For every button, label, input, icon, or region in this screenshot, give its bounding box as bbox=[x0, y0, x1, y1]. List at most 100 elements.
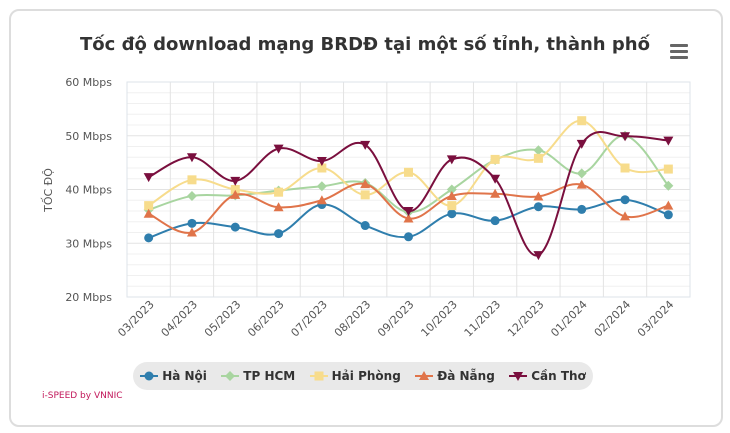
data-point[interactable] bbox=[620, 195, 630, 205]
data-point[interactable] bbox=[360, 221, 370, 231]
y-tick-label: 50 Mbps bbox=[65, 130, 112, 143]
data-point[interactable] bbox=[446, 190, 457, 200]
data-point[interactable] bbox=[404, 167, 413, 177]
legend-marker-icon bbox=[221, 371, 240, 381]
data-point[interactable] bbox=[577, 204, 587, 214]
x-tick-label: 02/2024 bbox=[592, 298, 634, 340]
data-point[interactable] bbox=[316, 157, 327, 167]
data-point[interactable] bbox=[663, 210, 673, 220]
data-point[interactable] bbox=[274, 187, 284, 197]
data-point[interactable] bbox=[316, 195, 327, 205]
data-point[interactable] bbox=[620, 163, 630, 173]
data-point[interactable] bbox=[186, 153, 197, 163]
data-point[interactable] bbox=[403, 207, 414, 216]
data-point[interactable] bbox=[143, 173, 154, 183]
y-axis-title: TỐC ĐỘ bbox=[41, 168, 55, 213]
legend: Hà Nội TP HCM Hải Phòng Đà Nẵng Cần Thơ bbox=[133, 362, 593, 390]
legend-marker-icon bbox=[140, 371, 159, 381]
data-point[interactable] bbox=[533, 191, 544, 201]
data-point[interactable] bbox=[446, 155, 457, 165]
data-point[interactable] bbox=[446, 184, 457, 195]
series-2 bbox=[144, 116, 673, 211]
data-point[interactable] bbox=[144, 233, 154, 243]
legend-label: TP HCM bbox=[243, 369, 296, 383]
legend-item[interactable]: Hà Nội bbox=[140, 369, 207, 383]
data-point[interactable] bbox=[186, 190, 197, 201]
series-line bbox=[148, 131, 669, 257]
data-point[interactable] bbox=[360, 140, 371, 150]
chart-title: Tốc độ download mạng BRDĐ tại một số tỉn… bbox=[80, 34, 650, 55]
x-tick-label: 08/2023 bbox=[332, 298, 374, 340]
legend-label: Cần Thơ bbox=[531, 369, 586, 383]
data-point[interactable] bbox=[533, 153, 543, 163]
x-tick-label: 03/2023 bbox=[115, 298, 157, 340]
data-point[interactable] bbox=[360, 179, 371, 189]
x-tick-label: 09/2023 bbox=[375, 298, 417, 340]
x-tick-label: 07/2023 bbox=[288, 298, 330, 340]
data-point[interactable] bbox=[576, 168, 587, 179]
legend-item[interactable]: TP HCM bbox=[221, 369, 295, 383]
plot-border bbox=[126, 81, 691, 298]
data-point[interactable] bbox=[577, 116, 587, 126]
x-tick-label: 10/2023 bbox=[418, 298, 460, 340]
x-tick-label: 01/2024 bbox=[548, 298, 590, 340]
data-point[interactable] bbox=[620, 211, 631, 221]
menu-icon[interactable] bbox=[670, 44, 688, 62]
legend-item[interactable]: Đà Nẵng bbox=[415, 369, 495, 383]
legend-item[interactable]: Cần Thơ bbox=[509, 369, 586, 383]
data-point[interactable] bbox=[230, 176, 241, 186]
data-point[interactable] bbox=[403, 213, 414, 223]
data-point[interactable] bbox=[317, 163, 327, 173]
series-4 bbox=[143, 131, 674, 261]
legend-marker-icon bbox=[509, 372, 528, 381]
data-point[interactable] bbox=[404, 232, 413, 242]
data-point[interactable] bbox=[490, 154, 500, 164]
data-point[interactable] bbox=[490, 174, 501, 184]
data-point[interactable] bbox=[186, 227, 197, 237]
legend-item[interactable]: Hải Phòng bbox=[309, 369, 401, 383]
data-point[interactable] bbox=[144, 201, 154, 211]
data-point[interactable] bbox=[230, 185, 240, 194]
data-point[interactable] bbox=[230, 222, 240, 232]
data-point[interactable] bbox=[533, 251, 544, 261]
data-point[interactable] bbox=[273, 202, 284, 212]
data-point[interactable] bbox=[274, 229, 284, 239]
x-tick-label: 03/2024 bbox=[635, 298, 677, 340]
data-point[interactable] bbox=[187, 218, 197, 228]
series-line bbox=[148, 119, 669, 207]
data-point[interactable] bbox=[490, 188, 501, 198]
x-tick-label: 05/2023 bbox=[202, 298, 244, 340]
data-point[interactable] bbox=[230, 189, 241, 199]
legend-label: Hải Phòng bbox=[331, 369, 401, 383]
data-point[interactable] bbox=[663, 164, 673, 174]
x-tick-label: 06/2023 bbox=[245, 298, 287, 340]
legend-label: Đà Nẵng bbox=[437, 369, 495, 383]
y-tick-label: 20 Mbps bbox=[65, 291, 112, 304]
data-point[interactable] bbox=[447, 209, 457, 219]
y-tick-label: 30 Mbps bbox=[65, 237, 112, 250]
data-point[interactable] bbox=[316, 181, 327, 192]
data-point[interactable] bbox=[620, 132, 631, 142]
data-point[interactable] bbox=[576, 139, 587, 149]
x-tick-label: 11/2023 bbox=[462, 298, 504, 340]
data-point[interactable] bbox=[576, 179, 587, 189]
x-tick-label: 04/2023 bbox=[159, 298, 201, 340]
data-point[interactable] bbox=[663, 136, 674, 146]
data-point[interactable] bbox=[360, 190, 370, 200]
data-point[interactable] bbox=[663, 180, 674, 191]
data-point[interactable] bbox=[187, 175, 197, 185]
chart-card bbox=[9, 9, 723, 427]
data-point[interactable] bbox=[273, 144, 284, 154]
legend-marker-icon bbox=[415, 371, 434, 380]
series-3 bbox=[143, 179, 674, 237]
data-point[interactable] bbox=[143, 208, 154, 218]
data-point[interactable] bbox=[663, 200, 674, 210]
legend-label: Hà Nội bbox=[162, 369, 207, 383]
data-point[interactable] bbox=[447, 201, 457, 211]
y-tick-label: 60 Mbps bbox=[65, 76, 112, 89]
data-point[interactable] bbox=[533, 202, 543, 212]
data-point[interactable] bbox=[490, 216, 500, 226]
legend-marker-icon bbox=[309, 371, 328, 381]
data-point[interactable] bbox=[533, 145, 544, 156]
